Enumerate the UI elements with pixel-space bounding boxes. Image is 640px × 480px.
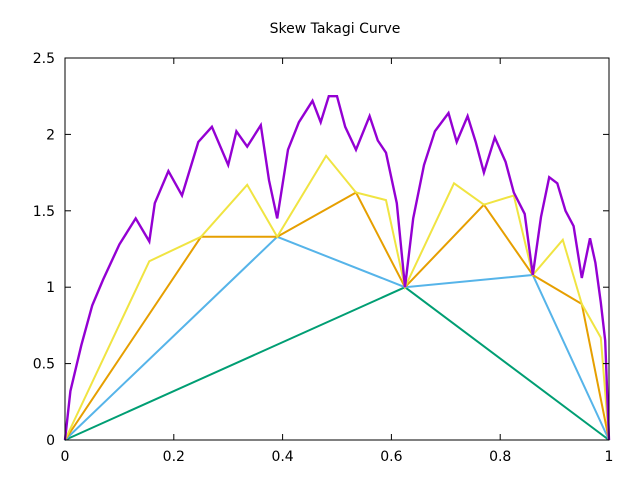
y-tick-label: 2.5 bbox=[33, 51, 55, 67]
plot-frame bbox=[64, 57, 610, 441]
x-tick-label: 0 bbox=[61, 449, 70, 465]
x-tick-label: 0.2 bbox=[163, 449, 185, 465]
y-tick-label: 0 bbox=[46, 433, 55, 449]
x-tick-label: 1 bbox=[605, 449, 614, 465]
series-layer bbox=[63, 94, 611, 441]
y-tick-label: 2 bbox=[46, 127, 55, 143]
y-tick-label: 1 bbox=[46, 280, 55, 296]
x-tick-label: 0.4 bbox=[271, 449, 293, 465]
y-tick-label: 0.5 bbox=[33, 357, 55, 373]
y-tick-label: 1.5 bbox=[33, 204, 55, 220]
series-line-5 bbox=[63, 94, 611, 441]
chart-title: Skew Takagi Curve bbox=[270, 21, 401, 37]
x-tick-label: 0.6 bbox=[380, 449, 402, 465]
series-line-1 bbox=[64, 286, 610, 441]
x-tick-label: 0.8 bbox=[489, 449, 511, 465]
series-line-4 bbox=[64, 154, 610, 441]
axes-layer: 0 0.2 0.4 0.6 0.8 1 0 0.5 1 1.5 2 2.5 bbox=[33, 51, 614, 465]
